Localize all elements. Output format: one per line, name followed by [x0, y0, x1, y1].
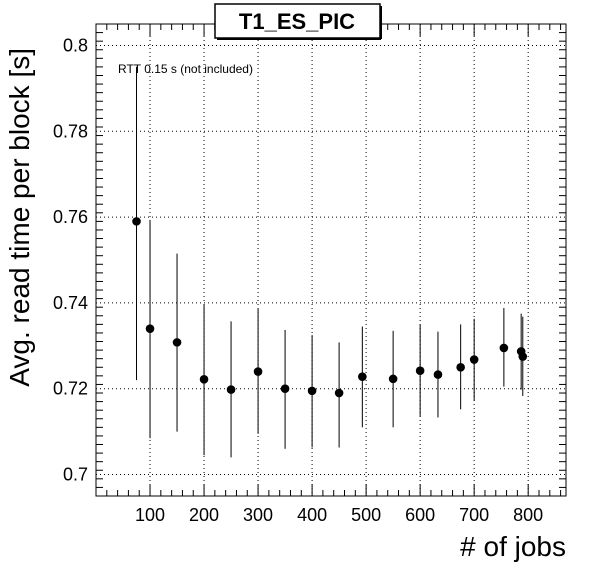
y-tick-label: 0.7	[63, 465, 88, 485]
x-tick-label: 600	[405, 505, 435, 525]
x-tick-label: 100	[135, 505, 165, 525]
y-axis-title: Avg. read time per block [s]	[4, 48, 35, 387]
x-tick-label: 300	[243, 505, 273, 525]
axes: 100 200 300 400 500 600 700 800 0.7 0.72 0.74 0.76 0…	[53, 23, 567, 525]
data-point	[280, 384, 290, 394]
y-tick-label: 0.74	[53, 293, 88, 313]
data-point	[456, 362, 465, 372]
data-point	[358, 372, 367, 382]
y-tick-label: 0.8	[63, 35, 88, 55]
data-point	[226, 385, 236, 394]
data-point	[415, 366, 425, 376]
annotation-text: RTT 0.15 s (not included)	[118, 62, 253, 76]
data-point	[199, 374, 209, 384]
x-tick-label: 400	[297, 505, 327, 525]
x-axis-title: # of jobs	[460, 531, 566, 562]
data-point	[145, 324, 155, 333]
data-point	[334, 388, 344, 398]
data-point	[499, 343, 509, 353]
plot-frame	[95, 23, 567, 497]
x-tick-label: 700	[459, 505, 489, 525]
data-point	[307, 386, 317, 396]
x-tick-label: 200	[189, 505, 219, 525]
y-tick-label: 0.78	[53, 121, 88, 141]
data-point	[388, 374, 398, 384]
chart-title: T1_ES_PIC	[239, 9, 355, 34]
data-points	[132, 66, 528, 458]
data-point	[433, 370, 443, 379]
data-point	[469, 355, 479, 364]
data-point	[518, 352, 528, 361]
y-tick-label: 0.76	[53, 207, 88, 227]
grid-lines	[96, 24, 566, 496]
data-point	[172, 338, 182, 347]
data-point	[253, 367, 263, 376]
data-point	[132, 217, 141, 226]
y-tick-label: 0.72	[53, 379, 88, 399]
x-tick-label: 500	[351, 505, 381, 525]
x-tick-label: 800	[513, 505, 543, 525]
